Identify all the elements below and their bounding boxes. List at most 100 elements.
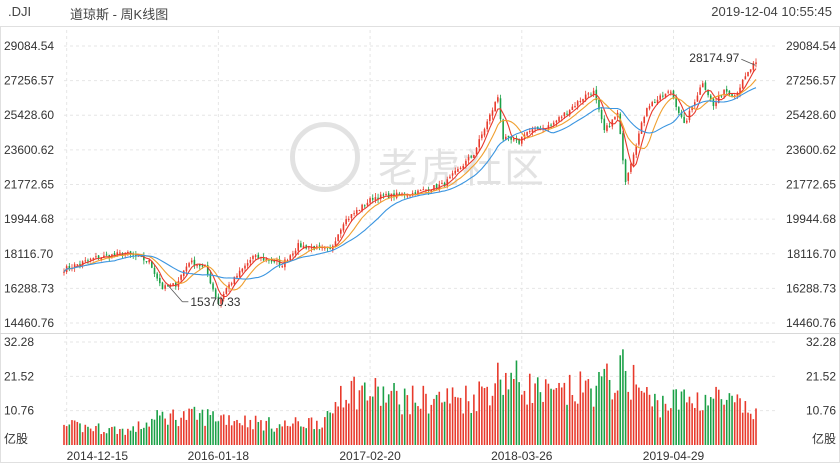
- candle-body: [587, 93, 590, 95]
- volume-bar: [257, 421, 260, 445]
- volume-bar: [454, 396, 457, 445]
- volume-bar: [214, 421, 217, 445]
- candle-body: [161, 282, 164, 290]
- candle-body: [270, 260, 273, 262]
- volume-bar: [403, 388, 406, 445]
- candle-body: [720, 95, 723, 97]
- candle-body: [438, 184, 441, 190]
- candle-body: [563, 112, 566, 117]
- volume-bar: [318, 429, 321, 445]
- volume-bar: [228, 415, 230, 445]
- volume-bar: [71, 420, 73, 445]
- candle-body: [725, 89, 728, 92]
- volume-bar: [169, 413, 172, 445]
- volume-bar: [273, 431, 276, 445]
- price-tick-right: 18116.70: [787, 247, 836, 261]
- candle-body: [182, 270, 185, 277]
- volume-bar: [595, 385, 598, 445]
- volume-bar: [278, 424, 281, 445]
- candle-body: [699, 87, 701, 95]
- candle-body: [193, 259, 196, 266]
- volume-bar: [544, 379, 547, 445]
- candle-body: [214, 289, 217, 298]
- volume-bar: [204, 425, 206, 445]
- candle-body: [385, 193, 387, 196]
- candle-body: [225, 288, 228, 294]
- candle-body: [318, 245, 321, 247]
- volume-bar: [606, 363, 608, 445]
- volume-bar: [201, 409, 204, 445]
- candle-body: [190, 260, 193, 263]
- symbol-label: .DJI: [8, 4, 32, 19]
- candle-body: [254, 255, 257, 257]
- candle-body: [355, 210, 358, 214]
- volume-bar: [733, 402, 736, 445]
- volume-bar: [305, 428, 307, 445]
- volume-bar: [693, 407, 696, 445]
- volume-bar: [598, 371, 600, 445]
- volume-bar: [632, 364, 635, 445]
- high-annotation-label: 28174.97: [689, 51, 739, 65]
- candle-body: [513, 139, 515, 141]
- volume-bar: [696, 392, 699, 445]
- volume-bar: [584, 380, 587, 445]
- candle-body: [688, 110, 691, 121]
- volume-bar: [377, 386, 379, 445]
- volume-bar: [65, 426, 68, 445]
- volume-bar: [387, 394, 390, 445]
- volume-bar: [276, 428, 278, 445]
- volume-bar: [417, 406, 419, 445]
- volume-bar: [321, 427, 323, 445]
- volume-bar: [678, 409, 680, 445]
- volume-bar: [79, 423, 81, 445]
- candle-body: [233, 276, 236, 285]
- candle-body: [137, 255, 140, 257]
- candle-body: [611, 119, 614, 127]
- candle-body: [465, 160, 467, 166]
- candle-body: [196, 265, 198, 267]
- candle-body: [510, 137, 512, 140]
- candle-body: [454, 170, 457, 174]
- volume-bar: [252, 429, 254, 445]
- volume-bar: [630, 399, 632, 445]
- volume-bar: [555, 387, 558, 445]
- volume-bar: [84, 424, 87, 445]
- candle-body: [747, 72, 749, 77]
- volume-bar: [119, 429, 121, 445]
- candle-body: [324, 247, 326, 249]
- volume-bar: [361, 385, 363, 445]
- volume-bar: [622, 349, 624, 445]
- candle-body: [433, 185, 435, 191]
- candle-body: [289, 255, 292, 261]
- volume-bar: [686, 402, 688, 445]
- candle-body: [297, 243, 300, 251]
- candle-body: [547, 125, 550, 129]
- candle-body: [733, 95, 736, 97]
- volume-bar: [398, 404, 401, 445]
- volume-bar: [342, 407, 345, 445]
- candle-body: [707, 89, 709, 96]
- candle-body: [459, 167, 462, 169]
- volume-bar: [270, 428, 273, 445]
- candle-body: [340, 229, 342, 234]
- candle-body: [441, 182, 443, 184]
- candle-body: [206, 265, 209, 275]
- candle-body: [470, 156, 473, 158]
- candle-body: [185, 266, 188, 272]
- candle-body: [350, 214, 353, 219]
- volume-bar: [662, 395, 664, 445]
- volume-bar: [435, 394, 438, 445]
- volume-bar: [701, 410, 704, 445]
- candle-body: [257, 254, 260, 259]
- volume-tick-right: 21.52: [806, 369, 836, 383]
- candle-body: [598, 100, 600, 110]
- volume-bar: [268, 417, 270, 445]
- candle-body: [603, 118, 606, 131]
- volume-bar: [292, 423, 294, 445]
- candle-body: [491, 110, 494, 116]
- volume-bar: [371, 396, 374, 445]
- ma10-line: [63, 79, 757, 291]
- volume-bar: [486, 386, 488, 445]
- volume-bar: [390, 390, 393, 445]
- volume-bar: [121, 428, 124, 445]
